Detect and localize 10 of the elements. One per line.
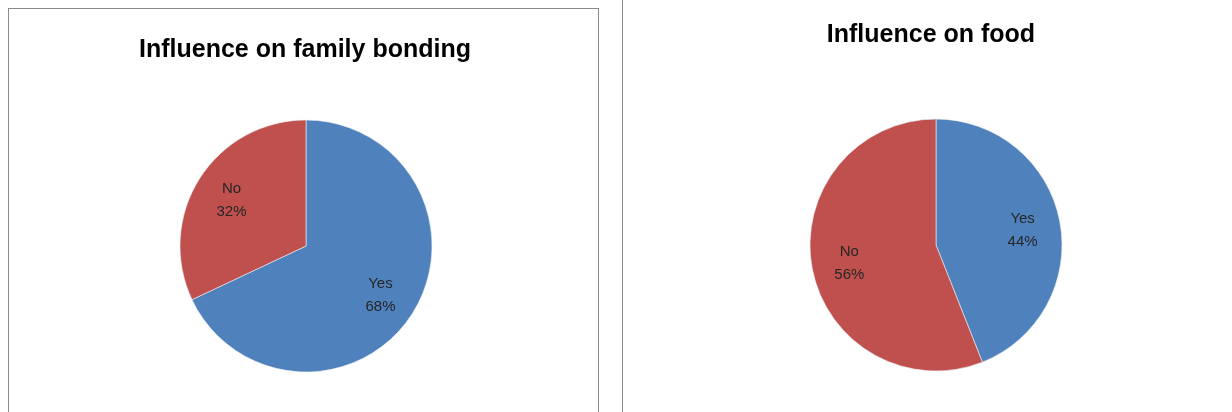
data-label: 32% <box>216 201 247 219</box>
data-label: 44% <box>1007 231 1038 249</box>
data-label: 56% <box>834 264 865 282</box>
slice-label: No <box>221 178 242 196</box>
data-label: 68% <box>365 296 396 314</box>
slice-label: Yes <box>368 273 393 291</box>
chart-title: Influence on food <box>825 19 1037 48</box>
slice-label: No <box>839 241 859 259</box>
chart-title: Influence on family bonding <box>138 34 472 63</box>
slice-label: Yes <box>1010 208 1035 226</box>
